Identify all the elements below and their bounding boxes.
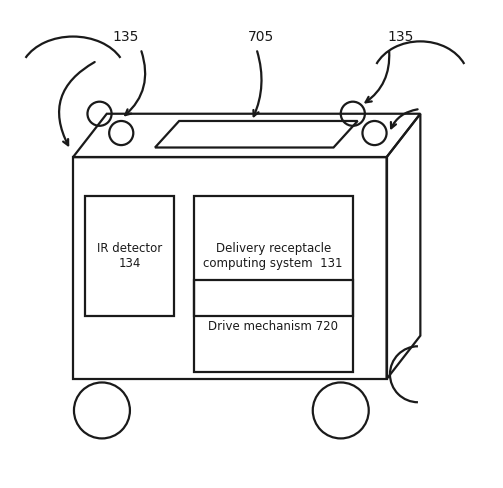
Bar: [85, 196, 175, 316]
Bar: [194, 280, 353, 372]
Bar: [194, 196, 353, 316]
Text: Delivery receptacle
computing system  131: Delivery receptacle computing system 131: [203, 242, 343, 270]
Text: IR detector
134: IR detector 134: [97, 242, 162, 270]
Text: Drive mechanism 720: Drive mechanism 720: [208, 320, 338, 332]
Text: 135: 135: [388, 30, 414, 44]
Text: 135: 135: [113, 30, 139, 44]
Text: 705: 705: [248, 30, 274, 44]
